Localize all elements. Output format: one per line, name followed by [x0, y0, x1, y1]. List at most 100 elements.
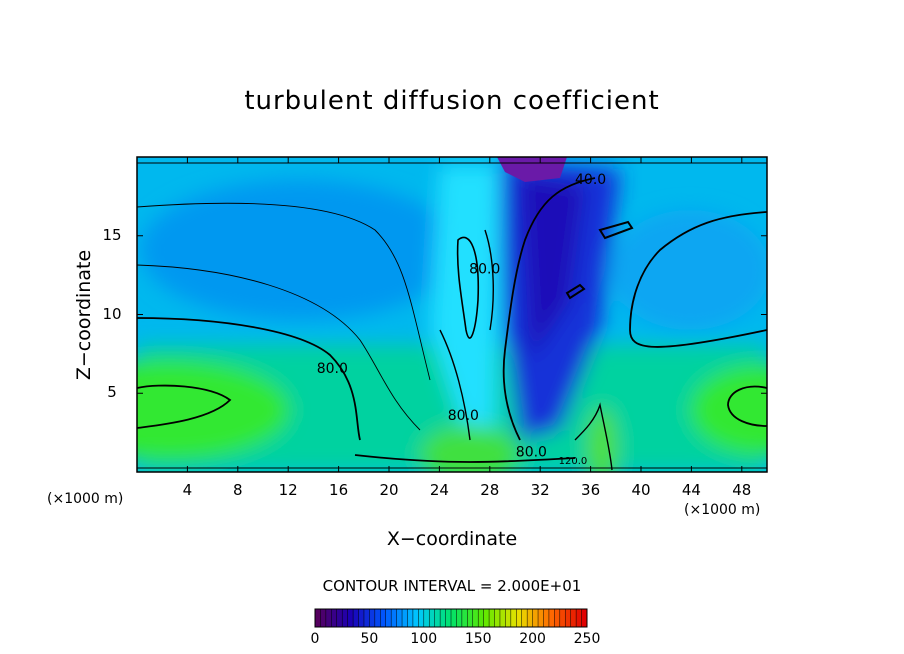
colorbar-swatch — [391, 609, 398, 627]
colorbar-swatch — [581, 609, 588, 627]
chart-title: turbulent diffusion coefficient — [244, 86, 660, 116]
x-tick-label: 32 — [530, 481, 550, 499]
colorbar-swatch — [440, 609, 447, 627]
x-tick-label: 36 — [581, 481, 601, 499]
colorbar-swatch — [516, 609, 523, 627]
y-tick-label: 5 — [107, 383, 117, 402]
y-tick-label: 10 — [102, 304, 122, 323]
x-unit-label: (×1000 m) — [684, 502, 761, 518]
colorbar-tick-label: 0 — [310, 631, 320, 647]
colorbar-swatch — [543, 609, 550, 627]
colorbar-swatch — [554, 609, 561, 627]
x-tick-label: 12 — [278, 481, 298, 499]
x-tick-label: 28 — [480, 481, 500, 499]
colorbar-swatch — [483, 609, 490, 627]
colorbar-swatch — [527, 609, 534, 627]
colorbar-swatch — [494, 609, 501, 627]
contour-label: 120.0 — [559, 456, 588, 467]
contour-line — [137, 384, 232, 429]
contour-line — [629, 211, 767, 348]
colorbar-swatch — [402, 609, 408, 627]
colorbar-swatch — [461, 609, 468, 627]
field-shading — [137, 160, 767, 472]
colorbar-swatches — [314, 609, 588, 627]
colorbar-swatch — [325, 609, 332, 627]
x-tick-label: 44 — [681, 481, 701, 499]
colorbar-swatch — [570, 609, 577, 627]
contour-line — [598, 220, 634, 240]
colorbar-swatch — [434, 609, 441, 627]
colorbar-swatch — [320, 609, 327, 627]
colorbar-swatch — [423, 609, 430, 627]
colorbar-swatch — [456, 609, 463, 627]
x-tick-label: 24 — [429, 481, 449, 499]
colorbar-swatch — [521, 609, 528, 627]
colorbar-swatch — [369, 609, 376, 627]
contour-line — [439, 329, 471, 441]
x-tick-label: 40 — [631, 481, 651, 499]
colorbar-swatch — [478, 609, 485, 627]
colorbar-swatch — [489, 609, 496, 627]
contour-line — [137, 264, 421, 431]
field-cell — [430, 165, 500, 450]
contour-label: 80.0 — [516, 444, 547, 460]
colorbar-tick-label: 100 — [410, 631, 438, 647]
colorbar-swatch — [451, 609, 457, 627]
x-tick-label: 8 — [233, 481, 243, 499]
colorbar-swatch — [559, 609, 566, 627]
contour-line — [502, 177, 596, 441]
colorbar-swatch — [407, 609, 414, 627]
colorbar-swatch — [532, 609, 539, 627]
field-cell — [140, 180, 460, 320]
colorbar-swatch — [565, 609, 572, 627]
contour-interval-text: CONTOUR INTERVAL = 2.000E+01 — [322, 577, 582, 595]
y-unit-label: (×1000 m) — [47, 491, 124, 507]
x-tick-label: 20 — [379, 481, 399, 499]
contour-line — [727, 385, 767, 427]
field-cell — [610, 210, 767, 330]
field-cell — [420, 425, 520, 472]
colorbar-swatch — [347, 609, 354, 627]
colorbar-swatch — [510, 609, 517, 627]
contour-label: 80.0 — [448, 408, 479, 424]
contour-label: 80.0 — [317, 361, 348, 377]
colorbar-swatch — [467, 609, 474, 627]
colorbar-swatch — [548, 609, 555, 627]
colorbar-swatch — [505, 609, 512, 627]
contour-line — [484, 229, 494, 331]
field-cell — [588, 408, 616, 472]
contour-label: 40.0 — [575, 172, 606, 188]
y-tick-label: 15 — [102, 225, 122, 244]
colorbar-tick-label: 50 — [360, 631, 379, 647]
diffusion-field: 80.0 80.0 80.0 80.0 40.0 120.0 — [137, 157, 767, 472]
colorbar-swatch — [385, 609, 392, 627]
colorbar-swatch — [374, 609, 381, 627]
colorbar-swatch — [418, 609, 425, 627]
colorbar-tick-label: 200 — [519, 631, 546, 647]
contour-labels: 80.0 80.0 80.0 80.0 40.0 120.0 — [317, 172, 606, 467]
colorbar-swatch — [342, 609, 349, 627]
x-tick-label: 16 — [329, 481, 349, 499]
colorbar-swatch — [363, 609, 370, 627]
colorbar-swatch — [315, 609, 321, 627]
colorbar-swatch — [499, 609, 506, 627]
contour-line — [137, 317, 361, 441]
colorbar-swatch — [472, 609, 479, 627]
x-axis-label: X−coordinate — [386, 528, 518, 550]
colorbar-swatch — [380, 609, 387, 627]
contour-label: 80.0 — [469, 262, 500, 278]
x-tick-label: 4 — [182, 481, 193, 499]
field-cell — [520, 175, 585, 360]
x-tick-label: 48 — [732, 481, 752, 499]
axis-ticks — [137, 157, 767, 472]
contour-line — [354, 454, 576, 463]
colorbar-swatch — [429, 609, 436, 627]
contour-line — [574, 402, 613, 471]
contour-line — [565, 283, 586, 300]
contour-line — [137, 202, 431, 381]
contour-line — [456, 236, 480, 339]
colorbar-swatch — [412, 609, 419, 627]
